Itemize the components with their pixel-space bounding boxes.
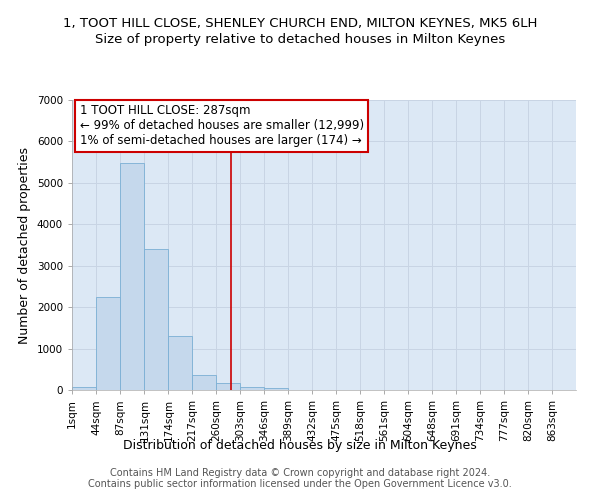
Text: Contains public sector information licensed under the Open Government Licence v3: Contains public sector information licen… <box>88 479 512 489</box>
Y-axis label: Number of detached properties: Number of detached properties <box>18 146 31 344</box>
Bar <box>145 249 169 390</box>
Bar <box>96 297 120 390</box>
Text: 1 TOOT HILL CLOSE: 287sqm
← 99% of detached houses are smaller (12,999)
1% of se: 1 TOOT HILL CLOSE: 287sqm ← 99% of detac… <box>80 104 364 148</box>
Text: Distribution of detached houses by size in Milton Keynes: Distribution of detached houses by size … <box>123 438 477 452</box>
Text: Size of property relative to detached houses in Milton Keynes: Size of property relative to detached ho… <box>95 32 505 46</box>
Text: 1, TOOT HILL CLOSE, SHENLEY CHURCH END, MILTON KEYNES, MK5 6LH: 1, TOOT HILL CLOSE, SHENLEY CHURCH END, … <box>63 18 537 30</box>
Bar <box>72 386 96 390</box>
Bar <box>264 388 288 390</box>
Text: Contains HM Land Registry data © Crown copyright and database right 2024.: Contains HM Land Registry data © Crown c… <box>110 468 490 477</box>
Bar <box>192 374 216 390</box>
Bar <box>240 386 264 390</box>
Bar <box>216 384 240 390</box>
Bar <box>169 336 192 390</box>
Bar <box>120 163 144 390</box>
